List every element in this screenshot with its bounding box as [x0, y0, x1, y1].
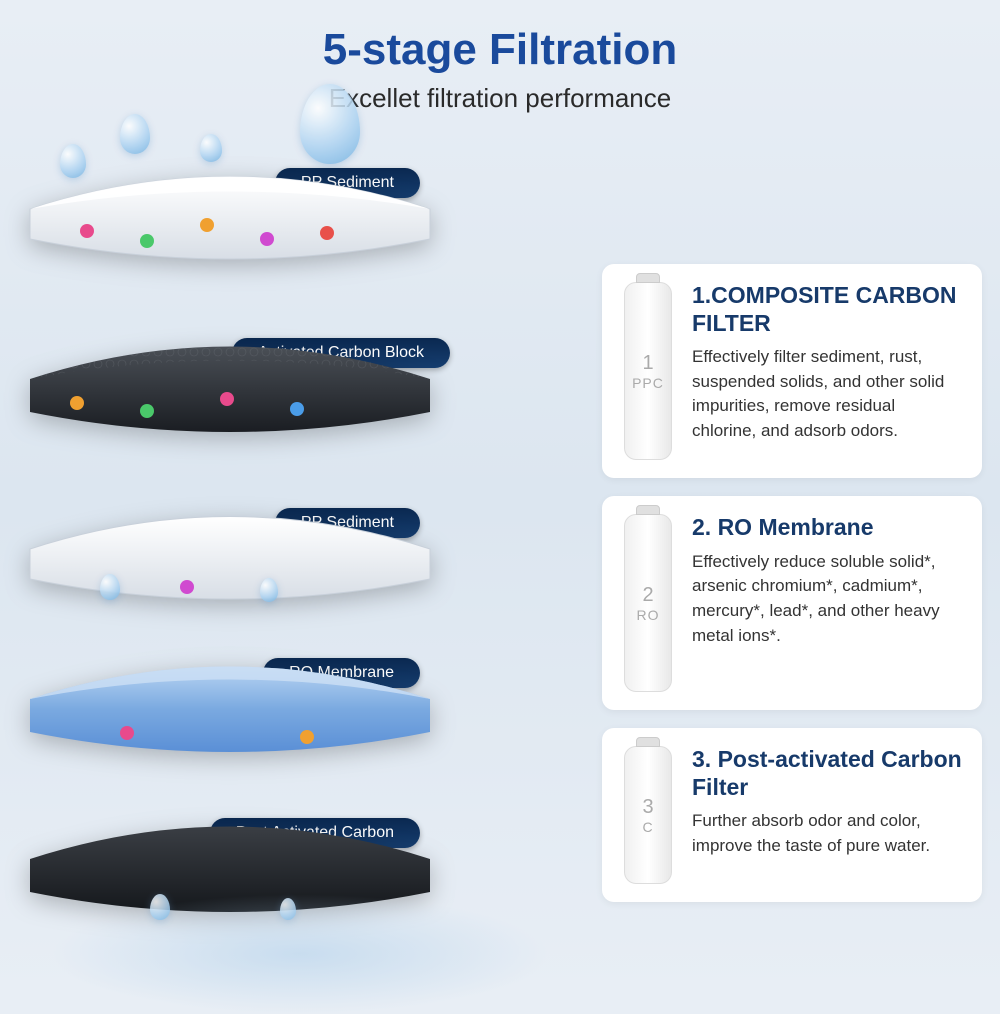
water-drop-icon	[100, 574, 120, 600]
particle-icon	[200, 218, 214, 232]
filter-layer-ro-membrane	[20, 654, 440, 764]
filter-card-1: 1 PPC 1.COMPOSITE CARBON FILTER Effectiv…	[602, 264, 982, 478]
water-drop-icon	[260, 578, 278, 602]
particle-icon	[320, 226, 334, 240]
water-drop-icon	[200, 134, 222, 162]
card-2-desc: Effectively reduce soluble solid*, arsen…	[692, 550, 964, 649]
particle-icon	[300, 730, 314, 744]
card-3-title: 3. Post-activated Carbon Filter	[692, 746, 964, 801]
particle-icon	[140, 234, 154, 248]
cartridge-icon-c: 3 C	[618, 746, 678, 884]
particle-icon	[120, 726, 134, 740]
water-ripple	[50, 894, 550, 1014]
particle-icon	[180, 580, 194, 594]
filter-cards-column: 1 PPC 1.COMPOSITE CARBON FILTER Effectiv…	[602, 264, 982, 902]
filter-layer-pp-sediment-2	[20, 504, 440, 614]
particle-icon	[290, 402, 304, 416]
card-2-title: 2. RO Membrane	[692, 514, 964, 542]
particle-icon	[140, 404, 154, 418]
water-drop-icon	[120, 114, 150, 154]
filtration-diagram: PP Sediment Activated Carbon B	[0, 114, 600, 974]
cartridge-icon-ppc: 1 PPC	[618, 282, 678, 460]
filter-card-2: 2 RO 2. RO Membrane Effectively reduce s…	[602, 496, 982, 710]
particle-icon	[220, 392, 234, 406]
card-1-desc: Effectively filter sediment, rust, suspe…	[692, 345, 964, 444]
page-subtitle: Excellet filtration performance	[0, 83, 1000, 114]
page-title: 5-stage Filtration	[0, 25, 1000, 75]
card-3-desc: Further absorb odor and color, improve t…	[692, 809, 964, 858]
cartridge-icon-ro: 2 RO	[618, 514, 678, 692]
particle-icon	[70, 396, 84, 410]
particle-icon	[260, 232, 274, 246]
filter-layer-carbon-block	[20, 334, 440, 444]
particle-icon	[80, 224, 94, 238]
filter-card-3: 3 C 3. Post-activated Carbon Filter Furt…	[602, 728, 982, 902]
card-1-title: 1.COMPOSITE CARBON FILTER	[692, 282, 964, 337]
filter-layer-pp-sediment	[20, 164, 440, 274]
